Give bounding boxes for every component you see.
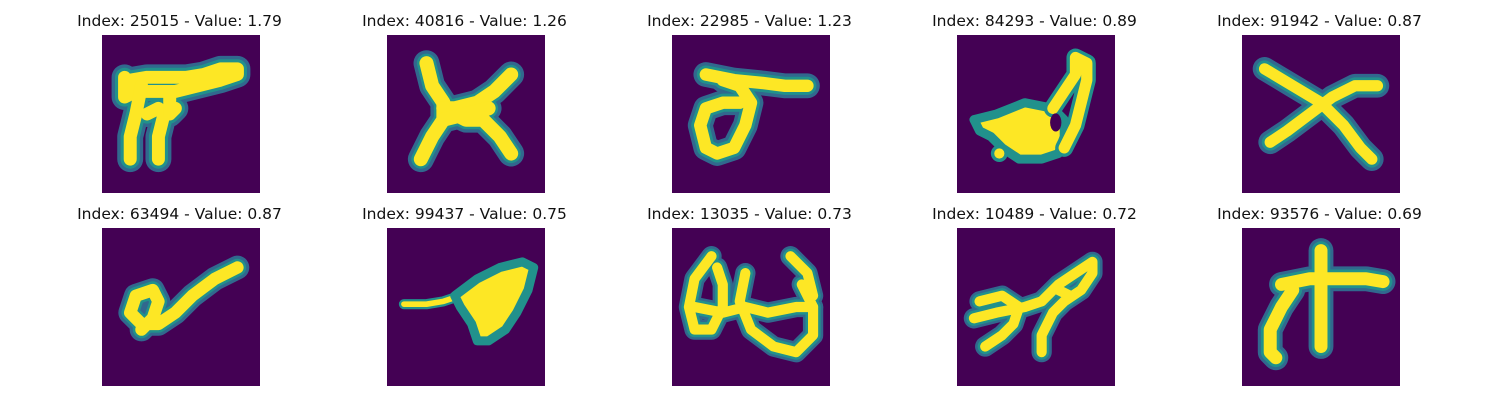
glyph-image <box>957 35 1115 193</box>
glyph-image <box>102 35 260 193</box>
panel-22985: Index: 22985 - Value: 1.23 <box>607 12 892 197</box>
panel-title: Index: 22985 - Value: 1.23 <box>647 12 852 30</box>
panel-title: Index: 63494 - Value: 0.87 <box>77 205 282 223</box>
panel-84293: Index: 84293 - Value: 0.89 <box>892 12 1177 197</box>
panel-title: Index: 93576 - Value: 0.69 <box>1217 205 1422 223</box>
panel-40816: Index: 40816 - Value: 1.26 <box>322 12 607 197</box>
panel-25015: Index: 25015 - Value: 1.79 <box>37 12 322 197</box>
panel-93576: Index: 93576 - Value: 0.69 <box>1177 205 1462 390</box>
panel-63494: Index: 63494 - Value: 0.87 <box>37 205 322 390</box>
panel-13035: Index: 13035 - Value: 0.73 <box>607 205 892 390</box>
glyph-image <box>672 35 830 193</box>
glyph-image <box>672 228 830 386</box>
glyph-image <box>1242 35 1400 193</box>
panel-title: Index: 91942 - Value: 0.87 <box>1217 12 1422 30</box>
panel-title: Index: 40816 - Value: 1.26 <box>362 12 567 30</box>
panel-99437: Index: 99437 - Value: 0.75 <box>322 205 607 390</box>
glyph-image <box>387 228 545 386</box>
panel-title: Index: 25015 - Value: 1.79 <box>77 12 282 30</box>
panel-91942: Index: 91942 - Value: 0.87 <box>1177 12 1462 197</box>
panel-title: Index: 99437 - Value: 0.75 <box>362 205 567 223</box>
panel-10489: Index: 10489 - Value: 0.72 <box>892 205 1177 390</box>
glyph-image <box>102 228 260 386</box>
panel-title: Index: 10489 - Value: 0.72 <box>932 205 1137 223</box>
glyph-image <box>957 228 1115 386</box>
panel-title: Index: 13035 - Value: 0.73 <box>647 205 852 223</box>
glyph-image <box>387 35 545 193</box>
glyph-image <box>1242 228 1400 386</box>
panel-title: Index: 84293 - Value: 0.89 <box>932 12 1137 30</box>
